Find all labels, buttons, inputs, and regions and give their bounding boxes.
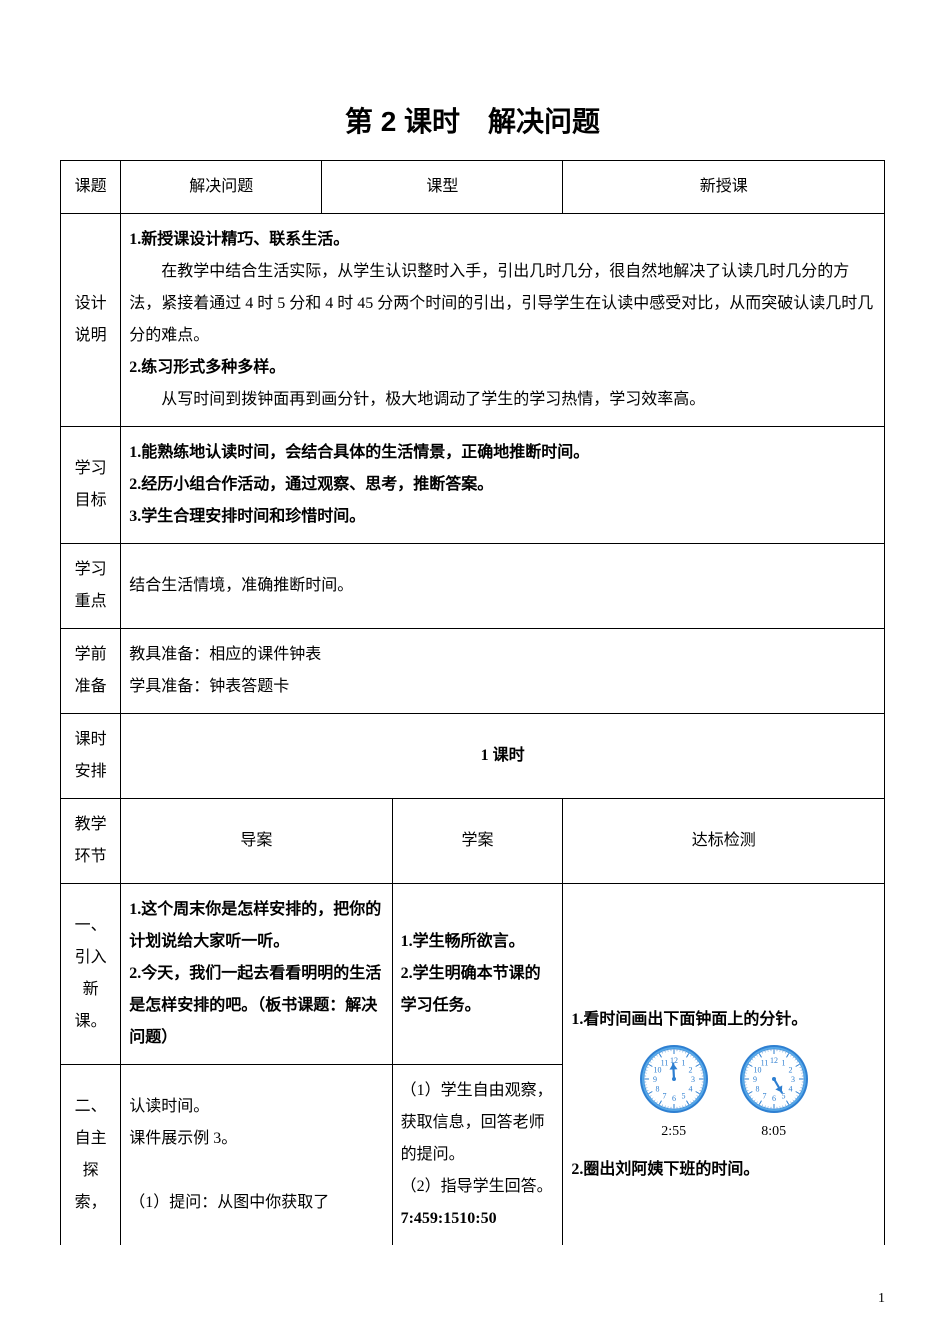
goals-content: 1.能熟练地认读时间，会结合具体的生活情景，正确地推断时间。 2.经历小组合作活… [121,427,885,544]
svg-text:7: 7 [762,1091,766,1100]
sec2-guide-c: （1）提问：从图中你获取了 [129,1194,329,1211]
svg-text:8: 8 [655,1084,659,1093]
svg-text:4: 4 [688,1084,692,1093]
sec2-guide-b: 课件展示例 3。 [129,1130,237,1147]
clock2-label: 8:05 [739,1118,809,1146]
prep-l2: 学具准备：钟表答题卡 [129,678,289,695]
check-q1: 1.看时间画出下面钟面上的分针。 [571,1011,807,1028]
goals-l3: 3.学生合理安排时间和珍惜时间。 [129,508,365,525]
clock-icon: 123456789101112 [739,1044,809,1114]
svg-text:11: 11 [760,1058,768,1067]
sec2-study-b: （2）指导学生回答。 [401,1178,553,1195]
design-label: 设计说明 [61,214,121,427]
svg-text:3: 3 [791,1075,795,1084]
svg-text:2: 2 [688,1065,692,1074]
goals-label: 学习目标 [61,427,121,544]
check-q2: 2.圈出刘阿姨下班的时间。 [571,1161,759,1178]
sched-text: 1 课时 [121,714,885,799]
clock-1: 123456789101112 2:55 [639,1044,709,1146]
design-p4: 从写时间到拨钟面再到画分针，极大地调动了学生的学习热情，学习效率高。 [129,384,876,416]
svg-text:5: 5 [681,1091,685,1100]
env-col3: 达标检测 [563,799,885,884]
type-label: 课型 [322,161,563,214]
env-col1: 导案 [121,799,392,884]
svg-text:6: 6 [672,1094,676,1103]
svg-text:7: 7 [662,1091,666,1100]
page-title: 第 2 课时 解决问题 [60,100,885,140]
design-p1: 1.新授课设计精巧、联系生活。 [129,231,349,248]
clock1-label: 2:55 [639,1118,709,1146]
table-row: 教学环节 导案 学案 达标检测 [61,799,885,884]
table-row: 课题 解决问题 课型 新授课 [61,161,885,214]
sec2-study-a: （1）学生自由观察，获取信息，回答老师的提问。 [401,1082,553,1163]
svg-text:1: 1 [781,1058,785,1067]
table-row: 学前准备 教具准备：相应的课件钟表 学具准备：钟表答题卡 [61,629,885,714]
svg-text:1: 1 [681,1058,685,1067]
page-number: 1 [878,1291,885,1307]
topic-value: 解决问题 [121,161,322,214]
design-p3: 2.练习形式多种多样。 [129,359,285,376]
sec1-label: 一、引入新课。 [61,884,121,1065]
sec2-study: （1）学生自由观察，获取信息，回答老师的提问。 （2）指导学生回答。 7:459… [392,1065,563,1246]
svg-text:4: 4 [788,1084,792,1093]
table-row: 设计说明 1.新授课设计精巧、联系生活。 在教学中结合生活实际，从学生认识整时入… [61,214,885,427]
sec1-guide: 1.这个周末你是怎样安排的，把你的计划说给大家听一听。2.今天，我们一起去看看明… [121,884,392,1065]
check-cell: 1.看时间画出下面钟面上的分针。 123456789101112 2:55 12… [563,884,885,1246]
design-p2: 在教学中结合生活实际，从学生认识整时入手，引出几时几分，很自然地解决了认读几时几… [129,256,876,352]
table-row: 学习重点 结合生活情境，准确推断时间。 [61,544,885,629]
prep-l1: 教具准备：相应的课件钟表 [129,646,321,663]
env-col2: 学案 [392,799,563,884]
topic-label: 课题 [61,161,121,214]
clock-icon: 123456789101112 [639,1044,709,1114]
focus-label: 学习重点 [61,544,121,629]
sec2-label: 二、自主探索， [61,1065,121,1246]
goals-l2: 2.经历小组合作活动，通过观察、思考，推断答案。 [129,476,493,493]
svg-text:6: 6 [772,1094,776,1103]
sched-label: 课时安排 [61,714,121,799]
svg-text:9: 9 [653,1075,657,1084]
svg-text:12: 12 [770,1056,778,1065]
sec2-guide: 认读时间。 课件展示例 3。 （1）提问：从图中你获取了 [121,1065,392,1246]
design-content: 1.新授课设计精巧、联系生活。 在教学中结合生活实际，从学生认识整时入手，引出几… [121,214,885,427]
svg-text:11: 11 [660,1058,668,1067]
focus-text: 结合生活情境，准确推断时间。 [121,544,885,629]
sec2-guide-a: 认读时间。 [129,1098,209,1115]
type-value: 新授课 [563,161,885,214]
sec1-study: 1.学生畅所欲言。2.学生明确本节课的学习任务。 [392,884,563,1065]
table-row: 一、引入新课。 1.这个周末你是怎样安排的，把你的计划说给大家听一听。2.今天，… [61,884,885,1065]
clock-2: 123456789101112 8:05 [739,1044,809,1146]
prep-label: 学前准备 [61,629,121,714]
goals-l1: 1.能熟练地认读时间，会结合具体的生活情景，正确地推断时间。 [129,444,589,461]
svg-text:9: 9 [753,1075,757,1084]
prep-content: 教具准备：相应的课件钟表 学具准备：钟表答题卡 [121,629,885,714]
lesson-table: 课题 解决问题 课型 新授课 设计说明 1.新授课设计精巧、联系生活。 在教学中… [60,160,885,1245]
svg-text:2: 2 [788,1065,792,1074]
table-row: 学习目标 1.能熟练地认读时间，会结合具体的生活情景，正确地推断时间。 2.经历… [61,427,885,544]
table-row: 课时安排 1 课时 [61,714,885,799]
svg-text:3: 3 [691,1075,695,1084]
svg-text:8: 8 [755,1084,759,1093]
env-label: 教学环节 [61,799,121,884]
sec2-study-c: 7:459:1510:50 [401,1210,497,1227]
clock-row: 123456789101112 2:55 123456789101112 8:0… [571,1044,876,1146]
